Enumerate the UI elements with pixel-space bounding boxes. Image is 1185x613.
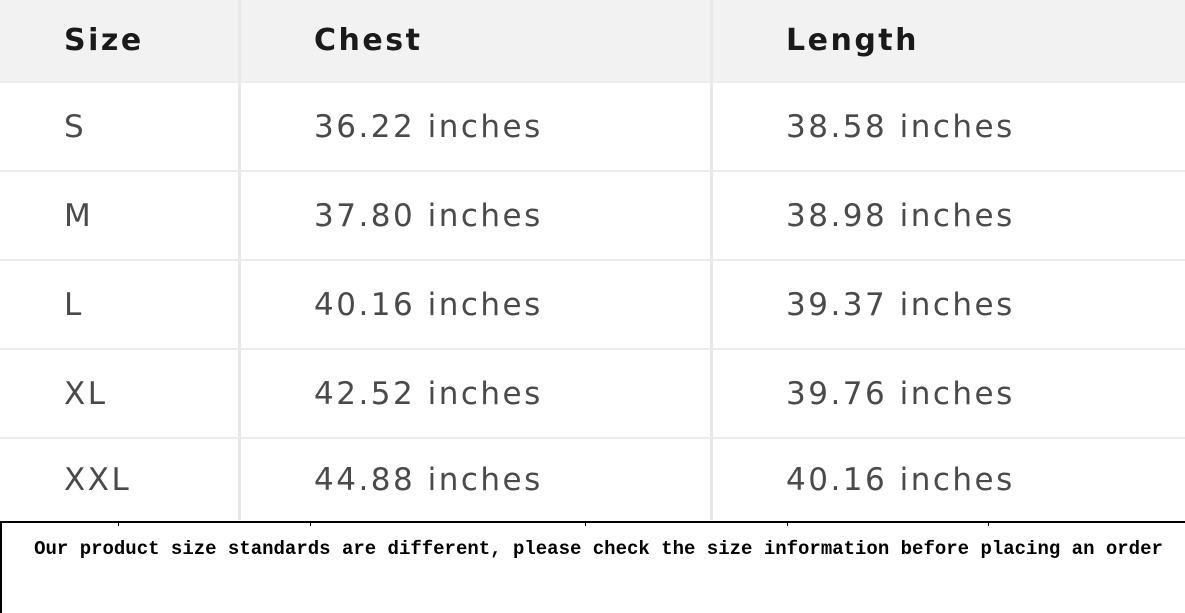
table-header: Size Chest Length [0,0,1185,83]
length-cell: 40.16 inches [786,461,1015,498]
size-cell: XL [0,350,241,437]
length-cell: 39.37 inches [786,286,1015,323]
table-row: M 37.80 inches 38.98 inches [0,172,1185,261]
divider-tick [787,521,788,526]
divider-tick [988,521,989,526]
table-row: XL 42.52 inches 39.76 inches [0,350,1185,439]
size-note-box: Our product size standards are different… [0,521,1185,613]
length-cell: 38.98 inches [786,197,1015,234]
chest-cell: 40.16 inches [241,261,713,348]
chest-cell: 42.52 inches [241,350,713,437]
table-row: S 36.22 inches 38.58 inches [0,83,1185,172]
chest-cell: 37.80 inches [241,172,713,259]
divider-tick [118,521,119,526]
header-length: Length [786,23,919,58]
size-note-text: Our product size standards are different… [34,538,1163,560]
size-cell: M [0,172,241,259]
size-cell: L [0,261,241,348]
divider-tick [310,521,311,526]
size-cell: XXL [0,439,241,520]
header-size: Size [0,0,241,81]
table-row: L 40.16 inches 39.37 inches [0,261,1185,350]
length-cell: 38.58 inches [786,108,1015,145]
header-chest: Chest [241,0,713,81]
chest-cell: 44.88 inches [241,439,713,520]
chest-cell: 36.22 inches [241,83,713,170]
size-cell: S [0,83,241,170]
divider-tick [585,521,586,526]
size-chart-table: Size Chest Length S 36.22 inches 38.58 i… [0,0,1185,520]
table-row: XXL 44.88 inches 40.16 inches [0,439,1185,520]
length-cell: 39.76 inches [786,375,1015,412]
